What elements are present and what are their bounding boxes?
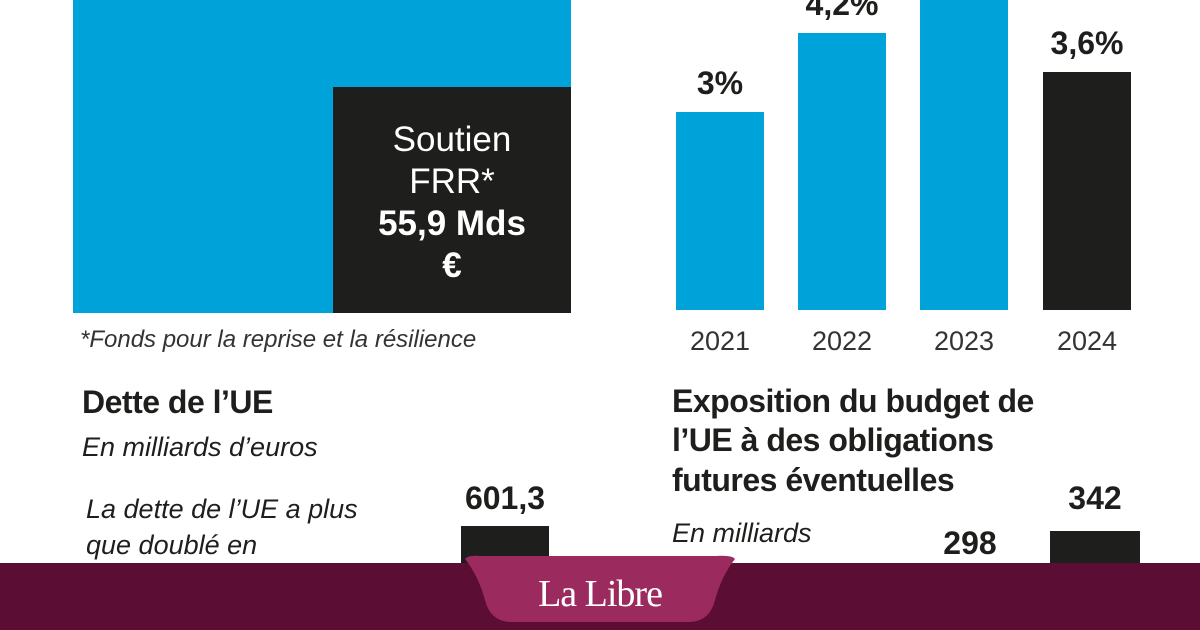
exposure-title-2: l’UE à des obligations xyxy=(672,422,994,458)
debt-body-1: La dette de l’UE a plus xyxy=(86,494,358,524)
exposure-title-1: Exposition du budget de xyxy=(672,383,1034,419)
exposure-title-3: futures éventuelles xyxy=(672,462,955,498)
exposure-subtitle: En milliards xyxy=(672,518,812,548)
exposure-value-1: 298 xyxy=(943,525,997,561)
debt-bar-label: 601,3 xyxy=(464,480,546,516)
bar-2021 xyxy=(676,112,764,310)
debt-title: Dette de l’UE xyxy=(82,384,273,420)
bar-2022 xyxy=(798,32,886,310)
frr-currency: € xyxy=(442,246,462,285)
bar-2023 xyxy=(920,0,1008,310)
bar-2024 xyxy=(1043,72,1131,310)
year-label-2021: 2021 xyxy=(689,326,751,356)
value-label-2021: 3% xyxy=(696,65,744,101)
exposure-value-2: 342 xyxy=(1068,480,1122,516)
debt-subtitle: En milliards d’euros xyxy=(82,432,318,462)
value-label-2022: 4,2% xyxy=(805,0,879,22)
frr-amount: 55,9 Mds xyxy=(378,204,526,243)
growth-bar-chart: 3% 2021 4,2% 2022 2023 3,6% 2024 xyxy=(676,0,1131,356)
value-label-2024: 3,6% xyxy=(1050,25,1124,62)
brand-tab xyxy=(465,555,735,622)
frr-label-2: FRR* xyxy=(409,162,495,201)
brand-logo: La Libre xyxy=(538,573,663,615)
year-label-2022: 2022 xyxy=(811,326,873,356)
debt-body-2: que doublé en xyxy=(86,530,258,560)
frr-label-1: Soutien xyxy=(392,120,512,159)
year-label-2024: 2024 xyxy=(1056,326,1118,356)
frr-support-block: Soutien FRR* 55,9 Mds € xyxy=(333,87,571,313)
year-label-2023: 2023 xyxy=(933,326,995,356)
footnote: *Fonds pour la reprise et la résilience xyxy=(80,326,477,353)
